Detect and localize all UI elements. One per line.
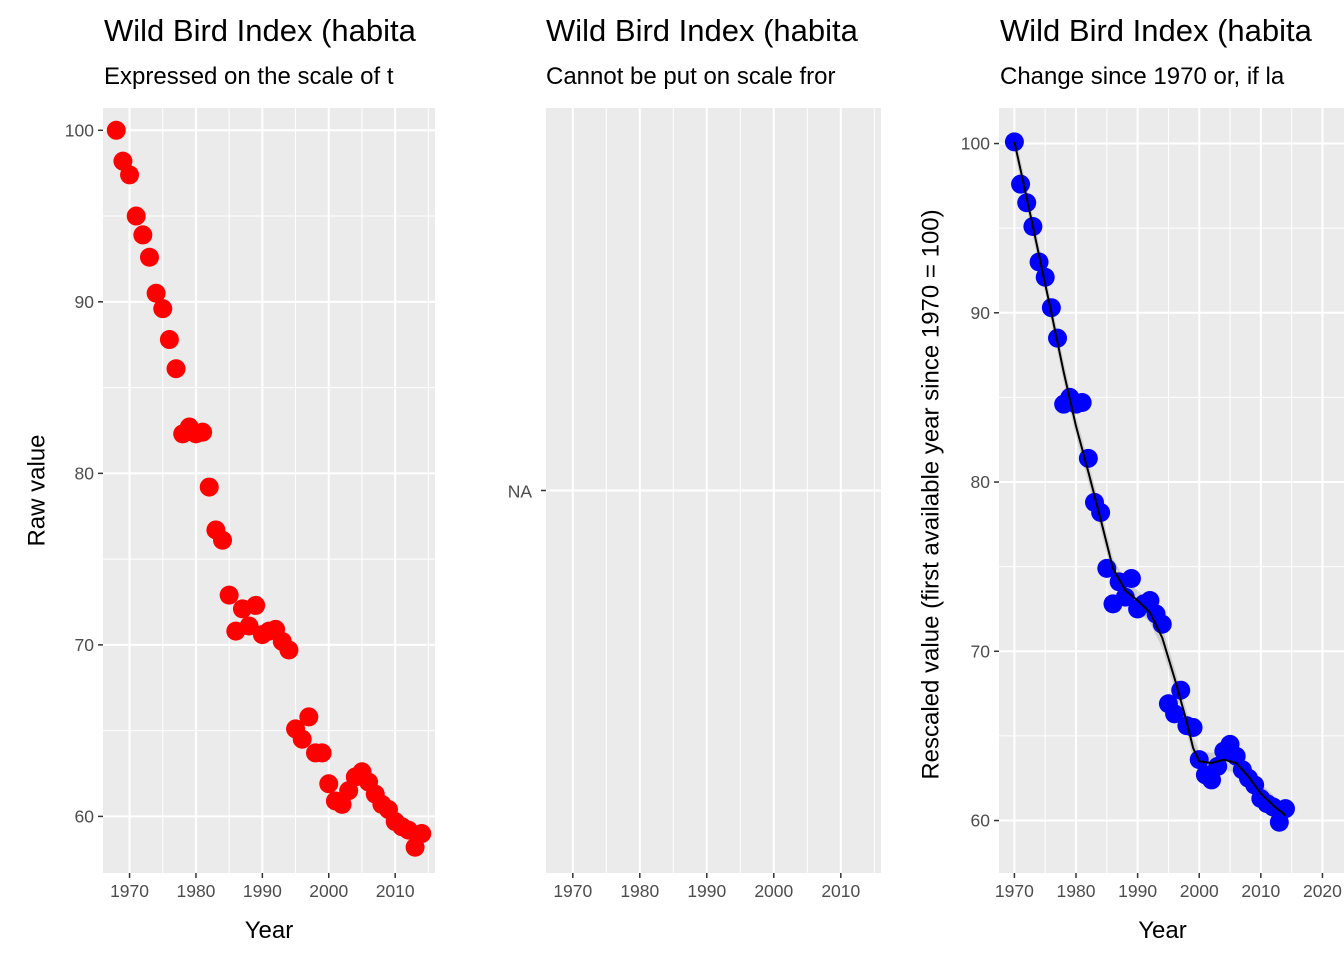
y-tick-label: 70 bbox=[971, 641, 991, 661]
y-tick-label: 90 bbox=[75, 292, 95, 312]
data-point bbox=[1121, 569, 1141, 589]
y-tick-label: 80 bbox=[971, 472, 991, 492]
panel-subtitle: Cannot be put on scale fror bbox=[546, 63, 836, 90]
data-point bbox=[139, 247, 159, 267]
grid-lines bbox=[999, 108, 1344, 873]
data-point bbox=[292, 729, 312, 749]
y-tick-label: 80 bbox=[75, 463, 95, 483]
x-axis-title: Year bbox=[1138, 917, 1187, 944]
x-tick-label: 2020 bbox=[1303, 881, 1342, 901]
data-point bbox=[166, 359, 186, 379]
data-point bbox=[199, 477, 219, 497]
panel-title: Wild Bird Index (habita bbox=[104, 13, 417, 48]
data-point bbox=[219, 585, 239, 605]
data-point bbox=[1275, 799, 1295, 819]
y-tick-label: 100 bbox=[961, 134, 990, 154]
data-point bbox=[106, 120, 126, 140]
grid-lines bbox=[103, 108, 435, 873]
x-tick-label: 2010 bbox=[376, 881, 415, 901]
data-point bbox=[1029, 252, 1049, 272]
panel-subtitle: Expressed on the scale of t bbox=[104, 63, 394, 90]
x-axis-title: Year bbox=[245, 917, 294, 944]
y-tick-label: 100 bbox=[65, 120, 94, 140]
x-tick-label: 1970 bbox=[553, 881, 592, 901]
unscaled-panel: Wild Bird Index (habita Cannot be put on… bbox=[508, 13, 881, 901]
y-axis-title: Rescaled value (first available year sin… bbox=[917, 209, 944, 779]
x-tick-label: 2010 bbox=[821, 881, 860, 901]
data-point bbox=[133, 225, 153, 245]
y-axis-title: Raw value bbox=[23, 434, 50, 546]
x-tick-label: 2010 bbox=[1241, 881, 1280, 901]
y-tick-label: 60 bbox=[75, 806, 95, 826]
y-tick-label: 70 bbox=[75, 635, 95, 655]
plot-background bbox=[103, 108, 435, 873]
rescaled-value-panel: Wild Bird Index (habita Change since 197… bbox=[917, 13, 1344, 944]
y-tick-label: NA bbox=[508, 482, 533, 502]
x-tick-label: 1990 bbox=[687, 881, 726, 901]
data-point bbox=[213, 530, 233, 550]
grid-lines bbox=[546, 108, 881, 873]
smooth-line bbox=[1013, 141, 1287, 817]
data-point bbox=[246, 595, 266, 615]
data-point bbox=[319, 774, 339, 794]
data-point bbox=[1035, 267, 1055, 287]
data-point bbox=[153, 299, 173, 319]
panel-subtitle: Change since 1970 or, if la bbox=[1000, 63, 1285, 90]
data-point bbox=[279, 640, 299, 660]
data-point bbox=[412, 824, 432, 844]
data-point bbox=[1041, 298, 1061, 318]
data-point bbox=[126, 206, 146, 226]
plot-background bbox=[999, 108, 1344, 873]
panel-title: Wild Bird Index (habita bbox=[546, 13, 859, 48]
x-tick-label: 1990 bbox=[243, 881, 282, 901]
data-point bbox=[1072, 392, 1092, 412]
data-point bbox=[193, 422, 213, 442]
x-tick-label: 1990 bbox=[1118, 881, 1157, 901]
data-point bbox=[1091, 503, 1111, 523]
data-point bbox=[146, 283, 166, 303]
x-tick-label: 2000 bbox=[309, 881, 348, 901]
x-tick-label: 1970 bbox=[995, 881, 1034, 901]
data-point bbox=[1115, 587, 1135, 607]
data-point bbox=[299, 707, 319, 727]
panel-title: Wild Bird Index (habita bbox=[1000, 13, 1313, 48]
x-tick-label: 1970 bbox=[110, 881, 149, 901]
x-tick-label: 2000 bbox=[1180, 881, 1219, 901]
raw-value-panel: Wild Bird Index (habita Expressed on the… bbox=[23, 13, 435, 944]
y-tick-label: 60 bbox=[971, 811, 991, 831]
x-tick-label: 1980 bbox=[1057, 881, 1096, 901]
data-point bbox=[120, 165, 140, 185]
y-tick-label: 90 bbox=[971, 303, 991, 323]
x-tick-label: 1980 bbox=[620, 881, 659, 901]
data-point bbox=[1011, 174, 1031, 194]
data-point bbox=[312, 743, 332, 763]
x-tick-label: 2000 bbox=[754, 881, 793, 901]
data-point bbox=[1165, 704, 1185, 724]
data-point bbox=[1017, 193, 1037, 213]
data-point bbox=[159, 330, 179, 350]
data-point bbox=[1078, 448, 1098, 468]
x-tick-label: 1980 bbox=[176, 881, 215, 901]
